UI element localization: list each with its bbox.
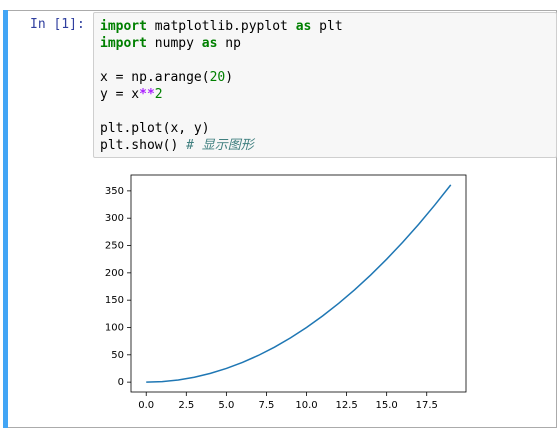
code-editor[interactable]: import matplotlib.pyplot as plt import nu… [93, 12, 557, 158]
y-tick-label: 100 [105, 322, 124, 333]
x-tick-label: 17.5 [416, 400, 438, 411]
code-line [100, 103, 556, 120]
cell-border [8, 10, 557, 428]
axes-frame [130, 174, 467, 393]
code-token: np [217, 36, 241, 51]
y-tick-label: 200 [105, 268, 124, 279]
data-line [146, 184, 452, 383]
code-token: as [295, 19, 312, 34]
code-token: plt [311, 19, 343, 34]
code-token: matplotlib.pyplot [146, 19, 296, 34]
code-line: x = np.arange(20) [100, 69, 556, 86]
y-tick-label: 150 [105, 295, 124, 306]
x-tick-label: 10.0 [295, 400, 317, 411]
code-token: y = x [100, 87, 140, 102]
code-token: import [100, 36, 147, 51]
x-tick-label: 12.5 [335, 400, 357, 411]
code-token: x = np.arange( [100, 70, 210, 85]
code-token: plt.show() [100, 138, 187, 153]
y-tick-label: 350 [105, 186, 124, 197]
cell-selection-bar [3, 10, 8, 428]
code-line [100, 52, 556, 69]
y-tick-label: 300 [105, 213, 124, 224]
x-tick-label: 5.0 [218, 400, 234, 411]
x-tick-label: 2.5 [178, 400, 194, 411]
code-line: plt.plot(x, y) [100, 120, 556, 137]
y-tick-label: 250 [105, 241, 124, 252]
x-tick-label: 0.0 [138, 400, 154, 411]
code-token: 20 [209, 70, 226, 85]
code-token: as [201, 36, 218, 51]
code-token: # 显示图形 [186, 138, 254, 153]
input-prompt: In [1]: [30, 17, 85, 32]
code-token: 2 [154, 87, 163, 102]
chart: 0 50 100 150 200 250 300 350 0.0 2.5 5.0 7.5 10.0 12.… [105, 174, 467, 411]
code-token: ) [225, 70, 234, 85]
code-token: plt.plot(x, y) [100, 121, 210, 136]
code-line: import numpy as np [100, 35, 556, 52]
code-line: y = x**2 [100, 86, 556, 103]
code-token: import [100, 19, 147, 34]
y-tick-label: 0 [118, 377, 124, 388]
y-tick-label: 50 [111, 350, 124, 361]
code-line: import matplotlib.pyplot as plt [100, 18, 556, 35]
x-tick-label: 15.0 [376, 400, 398, 411]
code-line: plt.show() # 显示图形 [100, 137, 556, 154]
code-token: numpy [146, 36, 202, 51]
code-token: ** [139, 87, 155, 102]
x-tick-label: 7.5 [258, 400, 274, 411]
